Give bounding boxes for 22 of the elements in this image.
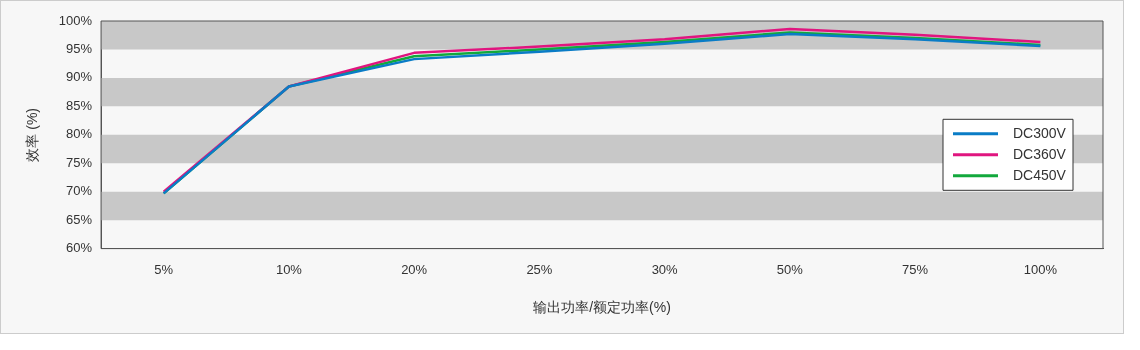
y-tick-label: 100%	[58, 12, 93, 28]
y-tick-label: 90%	[66, 69, 93, 85]
y-tick-label: 75%	[66, 154, 93, 170]
y-tick-label: 60%	[66, 240, 93, 256]
x-tick-label: 5%	[154, 261, 174, 277]
x-tick-label: 25%	[526, 261, 553, 277]
legend-label: DC300V	[1013, 124, 1067, 141]
x-axis-title: 输出功率/额定功率(%)	[533, 299, 671, 316]
x-tick-label: 30%	[651, 261, 679, 277]
x-tick-label: 100%	[1023, 261, 1058, 277]
legend-label: DC450V	[1013, 166, 1067, 183]
y-tick-label: 65%	[66, 211, 93, 227]
y-axis-title: 效率 (%)	[24, 107, 41, 162]
x-tick-label: 75%	[902, 261, 929, 277]
x-tick-label: 10%	[275, 261, 303, 277]
x-tick-label: 50%	[776, 261, 804, 277]
y-tick-label: 80%	[66, 126, 93, 142]
y-tick-label: 95%	[66, 41, 93, 57]
legend-label: DC360V	[1013, 145, 1067, 162]
y-tick-label: 85%	[66, 97, 93, 113]
y-tick-label: 70%	[66, 183, 93, 199]
x-tick-label: 20%	[401, 261, 428, 277]
